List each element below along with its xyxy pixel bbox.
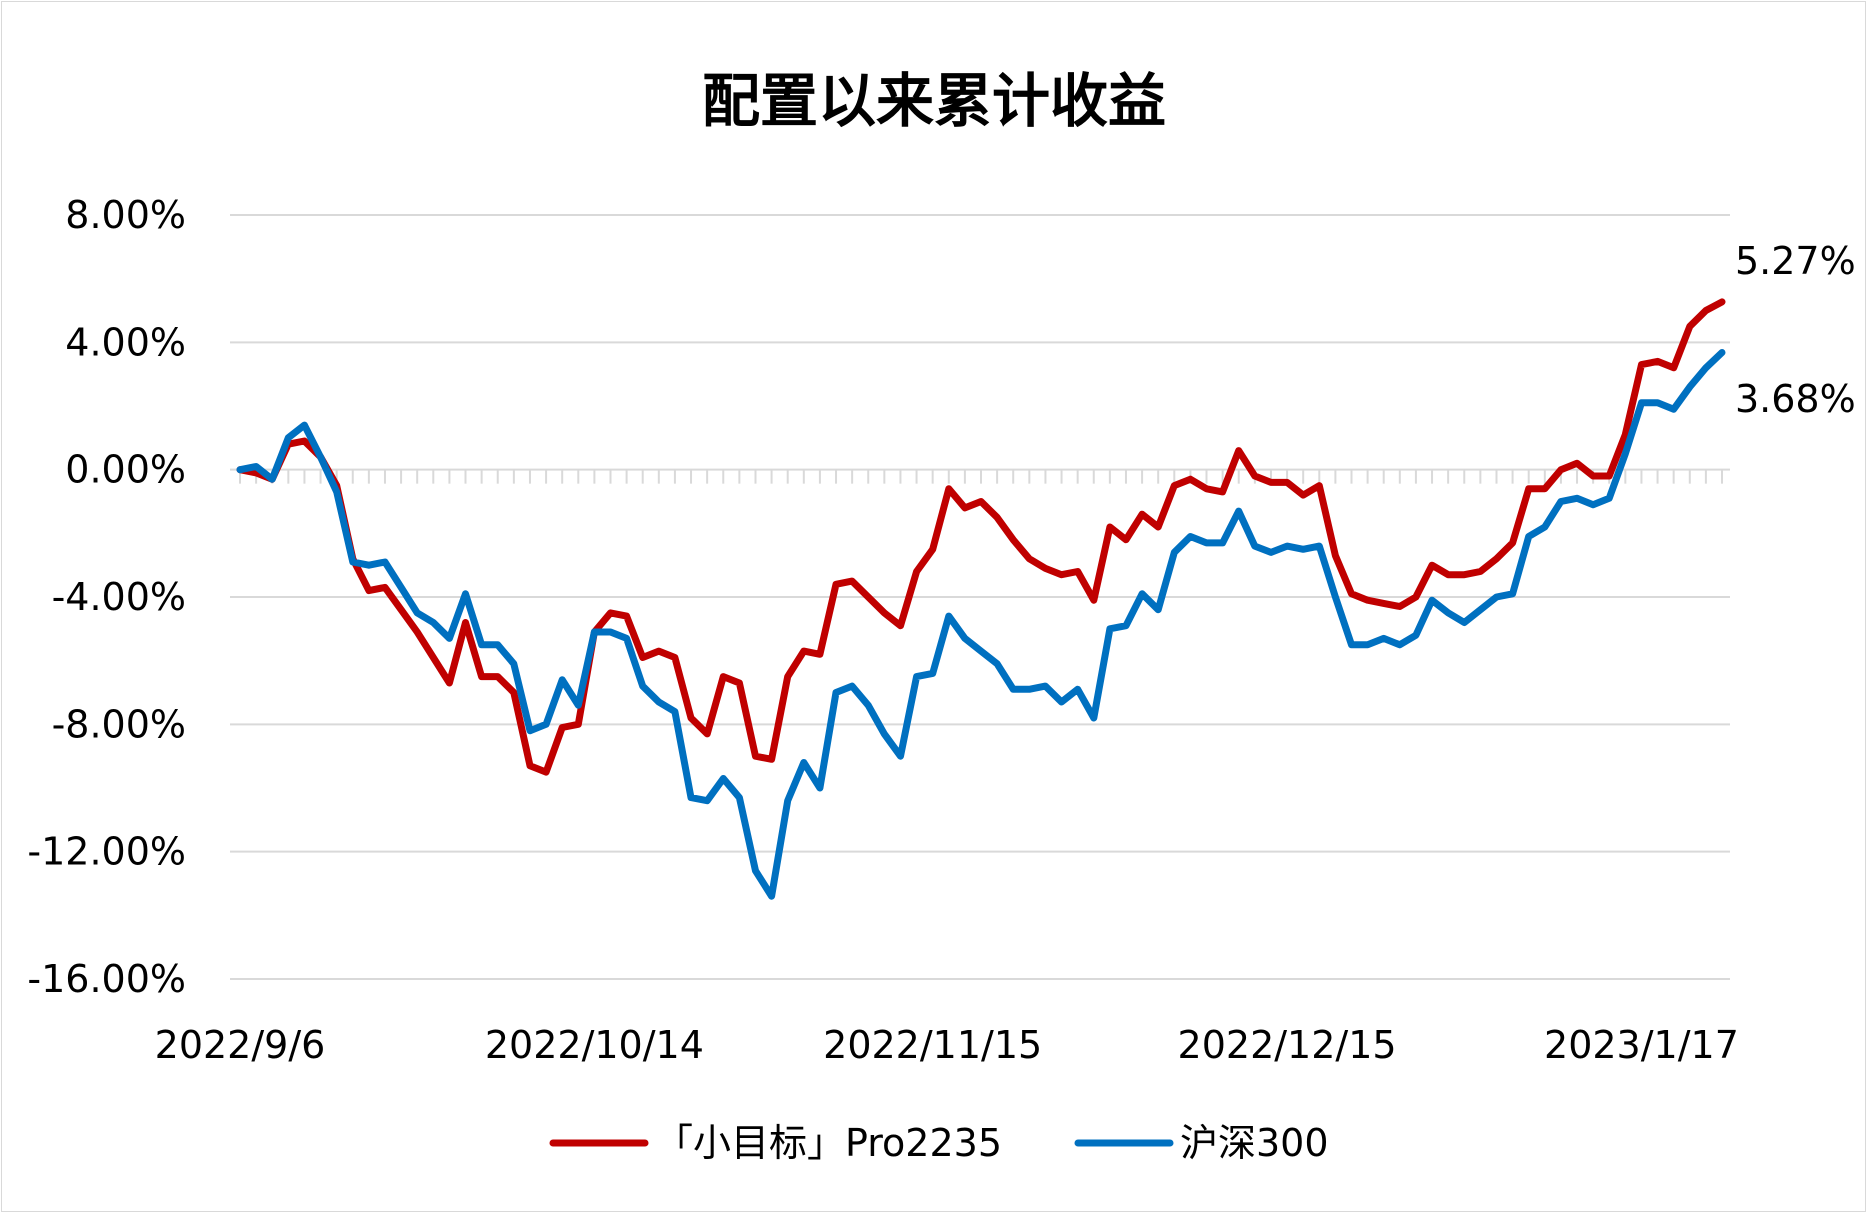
- x-axis: [230, 468, 1730, 484]
- y-tick-label: 0.00%: [65, 448, 186, 492]
- gridlines: [230, 214, 1730, 980]
- end-value-label: 5.27%: [1735, 239, 1856, 283]
- y-tick-label: -16.00%: [27, 957, 186, 1001]
- x-tick-label: 2022/11/15: [823, 1023, 1042, 1067]
- x-tick-label: 2022/10/14: [485, 1023, 704, 1067]
- x-axis-ticks: 2022/9/6 2022/10/14 2022/11/15 2022/12/15 20…: [155, 1023, 1739, 1067]
- end-value-label: 3.68%: [1735, 377, 1856, 421]
- legend: 「小目标」Pro2235 沪深300: [549, 1121, 1329, 1165]
- y-axis-ticks: 8.00% 4.00% 0.00% -4.00% -8.00% -12.00% -16.00…: [27, 193, 186, 1001]
- series-lines: [236, 298, 1726, 900]
- x-tick-label: 2022/12/15: [1178, 1023, 1397, 1067]
- legend-label: 「小目标」Pro2235: [655, 1121, 1002, 1165]
- chart-title: 配置以来累计收益: [702, 67, 1166, 135]
- y-tick-label: 4.00%: [65, 320, 186, 364]
- y-tick-label: -12.00%: [27, 830, 186, 874]
- y-tick-label: -8.00%: [52, 702, 186, 746]
- x-tick-label: 2022/9/6: [155, 1023, 326, 1067]
- x-tick-label: 2023/1/17: [1544, 1023, 1739, 1067]
- legend-label: 沪深300: [1180, 1121, 1329, 1165]
- series-line-2: [236, 349, 1726, 900]
- series-line-1: [236, 298, 1726, 776]
- end-labels: 5.27% 3.68%: [1735, 239, 1856, 421]
- y-tick-label: 8.00%: [65, 193, 186, 237]
- y-tick-label: -4.00%: [52, 575, 186, 619]
